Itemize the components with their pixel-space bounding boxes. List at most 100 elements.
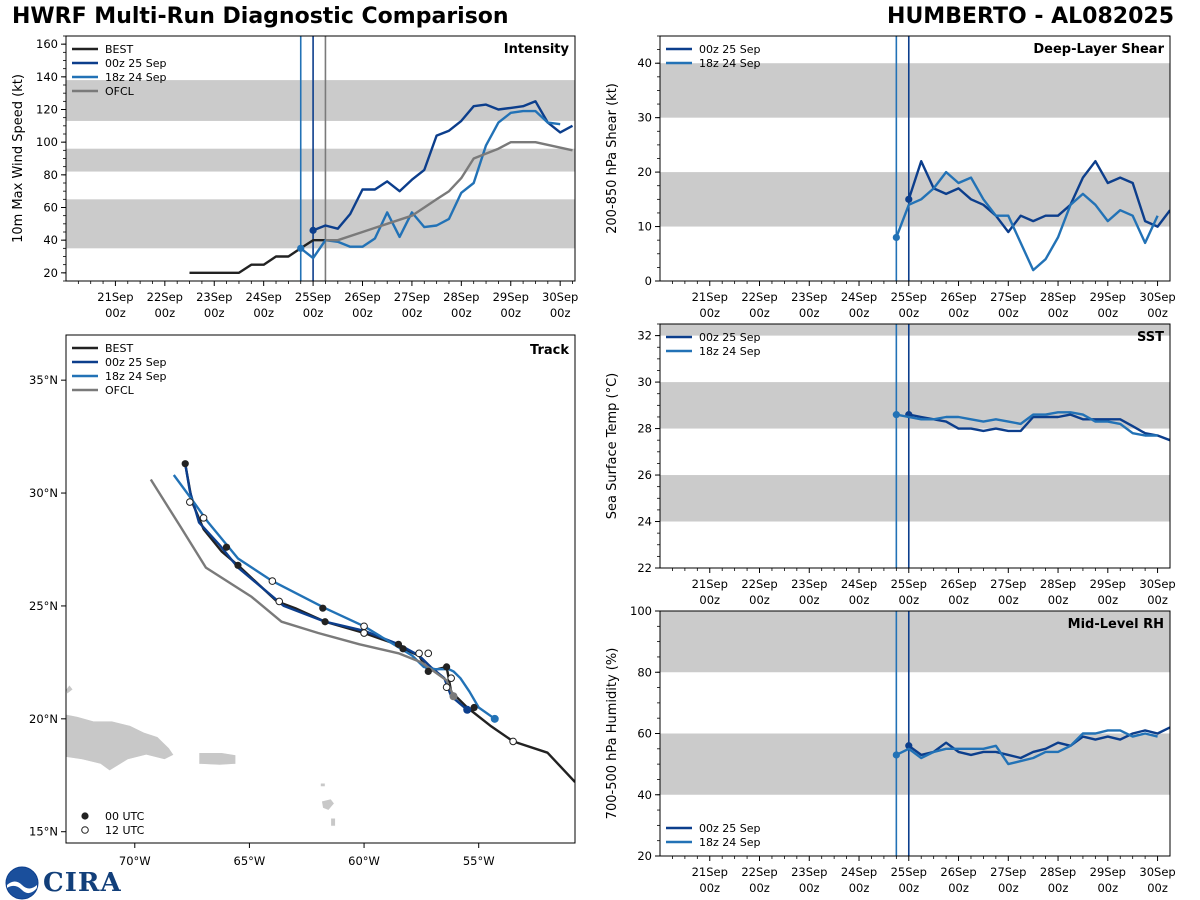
sst-xtick-label: 00z xyxy=(799,593,820,607)
track-legend-marker-00utc xyxy=(81,812,89,820)
intensity-ytick-label: 100 xyxy=(36,135,58,149)
intensity-series-line xyxy=(299,109,561,260)
track-point-00utc xyxy=(222,543,231,551)
track-line xyxy=(184,463,575,783)
intensity-plot-area xyxy=(66,36,575,281)
rh-band xyxy=(660,733,1170,795)
track-point-12utc xyxy=(275,597,284,606)
intensity-title: Intensity xyxy=(504,42,570,57)
shear-plot-area xyxy=(660,36,1170,281)
track-start-point xyxy=(490,714,499,723)
shear-xtick-label: 21Sep xyxy=(692,290,728,304)
intensity-legend-label: 00z 25 Sep xyxy=(105,57,167,70)
sst-frame xyxy=(659,323,1171,569)
shear-xtick-label: 00z xyxy=(1147,306,1168,320)
track-point-12utc xyxy=(424,649,433,658)
intensity-xtick-label: 00z xyxy=(451,306,472,320)
shear-init-point xyxy=(892,233,900,242)
sst-xtick-label: 00z xyxy=(699,593,720,607)
intensity-ytick-label: 20 xyxy=(43,266,58,280)
intensity-series-line xyxy=(325,140,573,242)
sst-xtick-label: 00z xyxy=(849,593,870,607)
rh-series-line xyxy=(908,726,1170,760)
shear-ytick-label: 40 xyxy=(637,56,652,70)
panel-track: 70°W 65°W 60°W 55°W 15°N 20°N 25°N 30°N 35°N Trac… xyxy=(29,334,576,868)
intensity-xtick-label: 00z xyxy=(105,306,126,320)
intensity-legend-label: 18z 24 Sep xyxy=(105,71,167,84)
rh-ytick-label: 80 xyxy=(637,665,652,679)
shear-init-point xyxy=(905,195,913,203)
rh-init-point xyxy=(892,751,900,759)
rh-xtick-label: 00z xyxy=(1147,881,1168,895)
intensity-xtick-label: 00z xyxy=(500,306,521,320)
shear-xtick-label: 27Sep xyxy=(990,290,1026,304)
caicos-land xyxy=(66,684,74,695)
intensity-xtick-label: 24Sep xyxy=(246,290,282,304)
intensity-ytick-label: 80 xyxy=(43,168,58,182)
track-frame xyxy=(65,334,576,844)
sst-xtick-label: 22Sep xyxy=(741,577,777,591)
rh-xtick-label: 00z xyxy=(799,881,820,895)
intensity-xtick-label: 00z xyxy=(154,306,175,320)
track-point-12utc xyxy=(442,683,451,692)
sst-series-line xyxy=(896,411,1158,437)
track-legend-marker-label: 12 UTC xyxy=(105,824,145,837)
guadeloupe-land xyxy=(321,798,335,811)
rh-xtick-label: 00z xyxy=(998,881,1019,895)
shear-xtick-label: 00z xyxy=(998,306,1019,320)
intensity-ytick-label: 160 xyxy=(36,37,58,51)
track-point-00utc xyxy=(181,460,189,468)
noaa-logo-icon xyxy=(5,866,39,900)
rh-init-point xyxy=(905,742,913,750)
rh-ytick-label: 40 xyxy=(637,788,652,802)
track-title: Track xyxy=(530,343,569,358)
sst-title: SST xyxy=(1137,330,1164,345)
sst-ytick-label: 28 xyxy=(637,422,652,436)
panel-rh: 20 40 60 80 100 21Sep 00z 22Sep 00z 23Sep 00z 24Sep… xyxy=(605,604,1176,895)
sst-xtick-label: 00z xyxy=(749,593,770,607)
track-point-00utc xyxy=(321,618,329,626)
track-legend-label: BEST xyxy=(105,342,133,355)
cira-logo: CIRA xyxy=(5,866,122,900)
shear-xtick-label: 00z xyxy=(699,306,720,320)
intensity-xtick-label: 00z xyxy=(550,306,571,320)
rh-xtick-label: 00z xyxy=(699,881,720,895)
sst-xtick-label: 25Sep xyxy=(891,577,927,591)
shear-ylabel: 200-850 hPa Shear (kt) xyxy=(605,83,620,234)
rh-xtick-label: 00z xyxy=(749,881,770,895)
sst-ytick-label: 26 xyxy=(637,468,652,482)
sst-xtick-label: 00z xyxy=(948,593,969,607)
shear-legend-label: 18z 24 Sep xyxy=(699,57,761,70)
track-xtick-label: 55°W xyxy=(463,854,495,868)
intensity-xtick-label: 00z xyxy=(253,306,274,320)
shear-band xyxy=(660,63,1170,118)
shear-xtick-label: 25Sep xyxy=(891,290,927,304)
sst-xtick-label: 28Sep xyxy=(1040,577,1076,591)
sst-xtick-label: 26Sep xyxy=(940,577,976,591)
shear-xtick-label: 00z xyxy=(948,306,969,320)
sst-band xyxy=(660,324,1170,336)
rh-xtick-label: 21Sep xyxy=(692,865,728,879)
track-point-12utc xyxy=(268,577,277,585)
intensity-xtick-label: 28Sep xyxy=(443,290,479,304)
shear-xtick-label: 22Sep xyxy=(741,290,777,304)
cira-logo-text: CIRA xyxy=(43,868,122,898)
track-ytick-label: 30°N xyxy=(29,486,58,500)
shear-xtick-label: 00z xyxy=(799,306,820,320)
sst-ytick-label: 22 xyxy=(637,561,652,575)
sst-xtick-label: 00z xyxy=(1147,593,1168,607)
intensity-xtick-label: 29Sep xyxy=(493,290,529,304)
shear-xtick-label: 29Sep xyxy=(1090,290,1126,304)
shear-xtick-label: 23Sep xyxy=(791,290,827,304)
rh-ytick-label: 60 xyxy=(637,727,652,741)
track-point-12utc xyxy=(186,498,194,506)
track-legend-label: OFCL xyxy=(105,384,135,397)
intensity-xtick-label: 00z xyxy=(352,306,373,320)
rh-xtick-label: 22Sep xyxy=(741,865,777,879)
intensity-ytick-label: 120 xyxy=(36,103,58,117)
track-point-12utc xyxy=(360,629,368,637)
intensity-band xyxy=(66,148,575,172)
track-ytick-label: 20°N xyxy=(29,712,58,726)
shear-xtick-label: 00z xyxy=(849,306,870,320)
